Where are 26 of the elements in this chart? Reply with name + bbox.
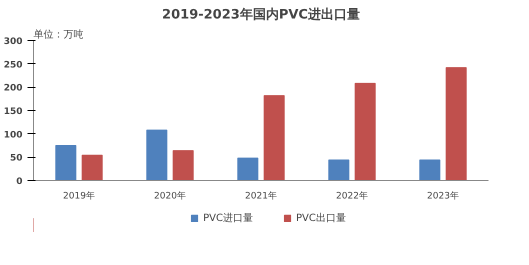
y-tick-label: 100 [4, 130, 23, 140]
bar [419, 159, 440, 180]
legend-label: PVC进口量 [203, 212, 253, 225]
y-tick-label: 300 [4, 37, 23, 47]
y-tick-label: 150 [4, 107, 23, 117]
bar [237, 158, 258, 180]
annotation: 单位：万吨 [34, 28, 84, 40]
y-tick-label: 200 [4, 84, 23, 94]
x-tick-label: 2023年 [427, 190, 459, 202]
x-tick-label: 2019年 [63, 190, 95, 202]
x-tick-label: 2020年 [154, 190, 186, 202]
bar [328, 159, 350, 180]
bar [446, 67, 467, 180]
bar [172, 150, 194, 180]
chart-title: 2019-2023年国内PVC进出口量 [162, 8, 360, 22]
x-tick-label: 2021年 [245, 190, 277, 202]
y-tick-label: 0 [16, 177, 23, 187]
bar [264, 95, 285, 180]
y-tick-label: 50 [10, 154, 23, 164]
x-tick-label: 2022年 [336, 190, 368, 202]
bar [55, 145, 76, 180]
bar [146, 130, 168, 180]
legend-label: PVC出口量 [296, 212, 346, 225]
bar [82, 154, 103, 180]
bar [354, 82, 376, 180]
y-tick-label: 250 [4, 60, 23, 70]
